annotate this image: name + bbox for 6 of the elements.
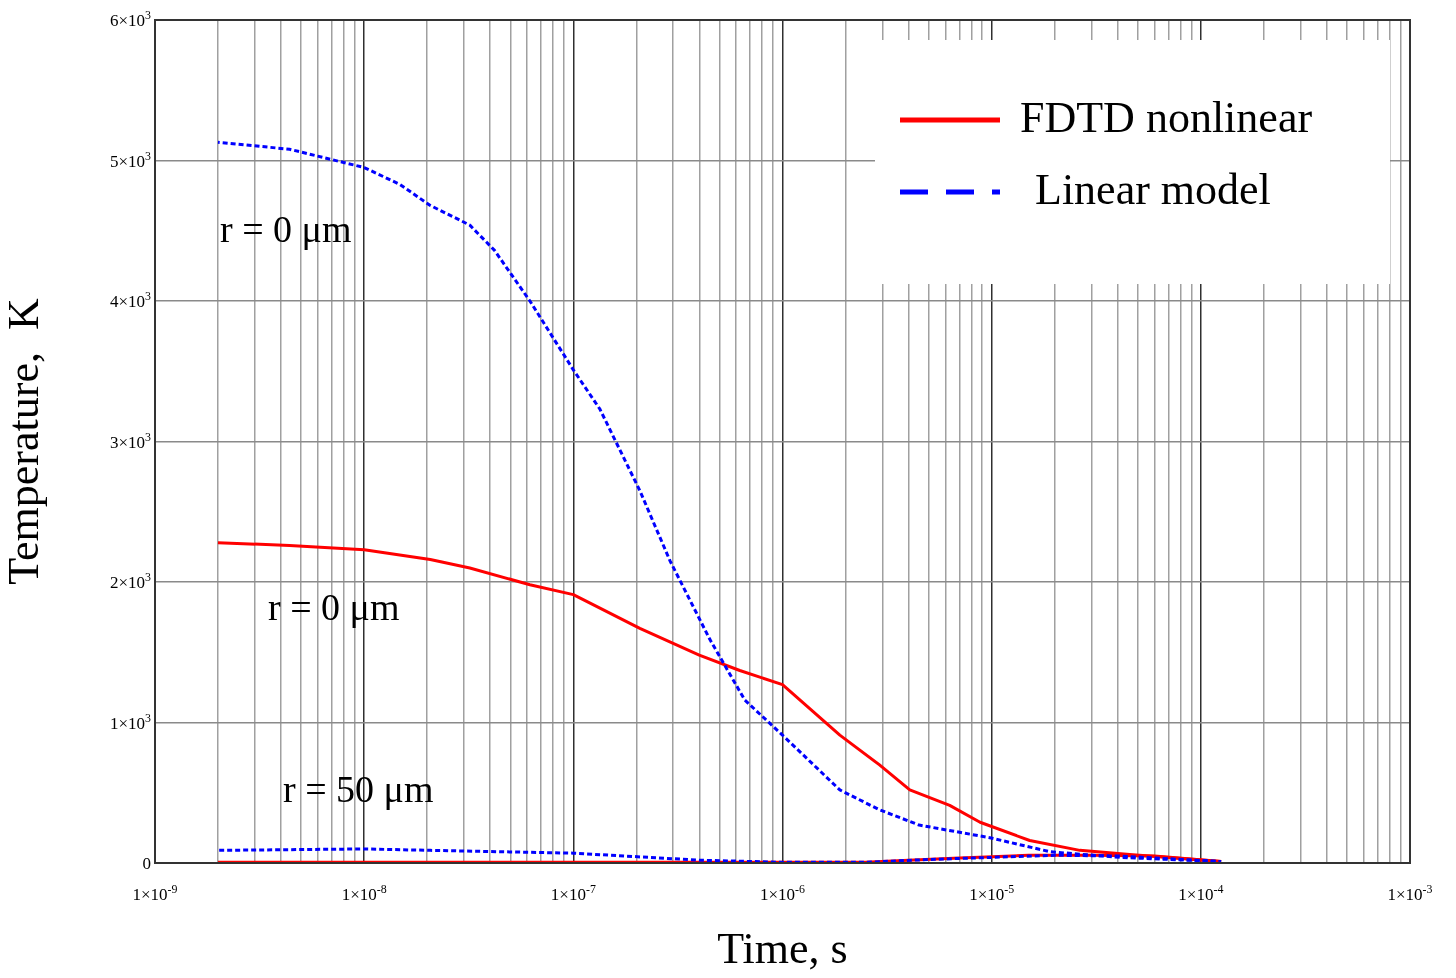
y-tick-label: 0 (142, 854, 151, 873)
legend-label: Linear model (1035, 164, 1271, 214)
annotation: r = 0 μm (220, 207, 352, 250)
y-axis-title: Temperature, K (0, 298, 48, 585)
legend-label: FDTD nonlinear (1020, 92, 1313, 142)
x-axis-title: Time, s (717, 924, 848, 974)
